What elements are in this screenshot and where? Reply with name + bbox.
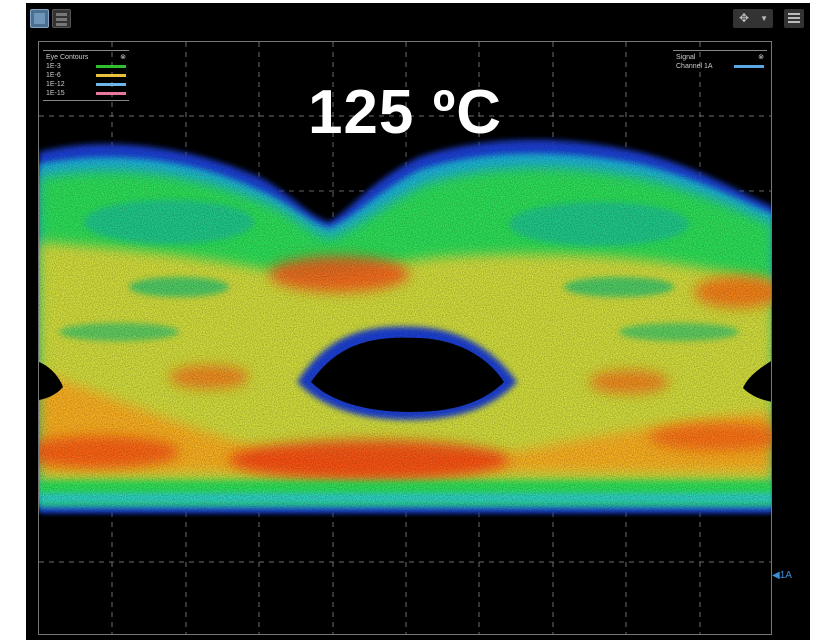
contour-legend-item-swatch bbox=[96, 65, 126, 68]
eye-contours-legend-items: 1E-3 1E-6 1E-12 1E-15 bbox=[46, 62, 126, 98]
grid-view-icon-row bbox=[56, 18, 67, 21]
signal-legend-title: Signal bbox=[676, 54, 696, 61]
contour-legend-item-label: 1E-3 bbox=[46, 63, 61, 70]
channel-marker[interactable]: ◀1A bbox=[772, 570, 792, 581]
hamburger-icon-line bbox=[788, 21, 800, 23]
pan-tool-button[interactable]: ✥ ▼ bbox=[733, 9, 773, 28]
contour-legend-item-swatch bbox=[96, 83, 126, 86]
noise-texture bbox=[39, 142, 771, 522]
hamburger-icon-line bbox=[788, 17, 800, 19]
multi-view-button[interactable] bbox=[52, 9, 71, 28]
contour-legend-item-label: 1E-6 bbox=[46, 72, 61, 79]
temperature-label: 125 ºC bbox=[307, 78, 503, 147]
signal-legend-items: Channel 1A bbox=[676, 62, 764, 71]
single-view-button[interactable] bbox=[30, 9, 49, 28]
contour-legend-item-row[interactable]: 1E-12 bbox=[46, 80, 126, 89]
signal-legend[interactable]: Signal ⊗ Channel 1A bbox=[673, 50, 767, 73]
contour-legend-item-row[interactable]: 1E-3 bbox=[46, 62, 126, 71]
contour-legend-item-label: 1E-15 bbox=[46, 90, 65, 97]
menu-button[interactable] bbox=[784, 9, 804, 28]
eye-diagram-plot[interactable]: 125 ºC Eye Contours ⊗ 1E-3 1E-6 1E-12 1E-15… bbox=[38, 41, 772, 635]
contour-legend-item-row[interactable]: 1E-15 bbox=[46, 89, 126, 98]
chevron-down-icon: ▼ bbox=[760, 14, 768, 23]
grid-view-icon bbox=[56, 13, 67, 16]
contour-legend-item-swatch bbox=[96, 92, 126, 95]
scope-window: ✥ ▼ bbox=[26, 3, 810, 640]
signal-legend-item-swatch bbox=[734, 65, 764, 68]
signal-legend-item-label: Channel 1A bbox=[676, 63, 713, 70]
move-icon: ✥ bbox=[739, 11, 750, 25]
eye-contours-legend[interactable]: Eye Contours ⊗ 1E-3 1E-6 1E-12 1E-15 bbox=[43, 50, 129, 101]
collapse-icon[interactable]: ⊗ bbox=[120, 54, 126, 61]
contour-legend-item-label: 1E-12 bbox=[46, 81, 65, 88]
contour-legend-item-row[interactable]: 1E-6 bbox=[46, 71, 126, 80]
contour-legend-item-swatch bbox=[96, 74, 126, 77]
eye-diagram-canvas bbox=[39, 42, 771, 634]
single-view-icon bbox=[34, 13, 45, 24]
collapse-icon[interactable]: ⊗ bbox=[758, 54, 764, 61]
grid-view-icon-row bbox=[56, 23, 67, 26]
eye-contours-legend-title: Eye Contours bbox=[46, 54, 89, 61]
signal-legend-item-row[interactable]: Channel 1A bbox=[676, 62, 764, 71]
hamburger-icon bbox=[788, 13, 800, 15]
